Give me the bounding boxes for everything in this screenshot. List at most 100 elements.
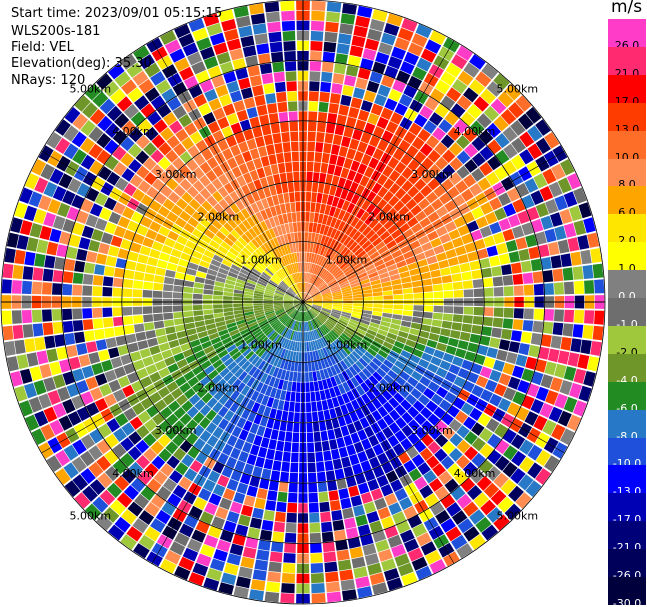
range-gate <box>295 202 301 212</box>
range-gate <box>329 283 339 289</box>
range-gate <box>310 274 316 284</box>
colorbar-segment <box>608 214 646 243</box>
range-gate <box>223 296 233 300</box>
range-gate <box>207 525 222 539</box>
range-gate <box>310 287 318 295</box>
range-gate <box>389 409 401 421</box>
range-gate <box>308 310 315 319</box>
range-gate <box>503 143 518 159</box>
range-gate <box>43 377 56 392</box>
range-gate <box>490 98 507 115</box>
range-gate <box>383 22 400 36</box>
range-gate <box>291 381 297 392</box>
range-gate <box>113 389 126 402</box>
range-gate <box>117 344 130 356</box>
range-gate <box>408 419 420 432</box>
range-gate <box>340 404 349 416</box>
range-gate <box>287 492 298 503</box>
range-gate <box>384 98 398 111</box>
range-gate <box>310 263 315 273</box>
range-gate <box>469 534 486 550</box>
range-gate <box>226 251 237 260</box>
range-gate <box>411 370 423 382</box>
range-gate <box>303 299 313 302</box>
range-gate <box>329 239 337 249</box>
range-gate <box>246 279 257 285</box>
range-gate <box>300 282 303 292</box>
range-gate <box>112 129 128 145</box>
range-gate <box>294 252 298 263</box>
range-gate <box>204 502 218 516</box>
range-gate <box>239 119 251 131</box>
range-gate <box>252 368 261 379</box>
range-gate <box>464 242 476 253</box>
range-gate <box>398 139 411 153</box>
range-gate <box>305 272 309 283</box>
range-gate <box>408 122 422 136</box>
range-gate <box>284 370 290 381</box>
range-gate <box>62 371 75 386</box>
range-gate <box>408 468 422 482</box>
range-gate <box>285 306 295 312</box>
range-gate <box>321 152 330 164</box>
range-gate <box>304 282 308 293</box>
range-gate <box>269 185 277 196</box>
range-gate <box>341 393 351 404</box>
range-gate <box>42 282 52 295</box>
range-gate <box>273 304 284 308</box>
range-gate <box>289 275 295 285</box>
range-gate <box>162 393 175 406</box>
range-gate <box>440 267 451 276</box>
range-gate <box>261 198 270 209</box>
range-gate <box>260 437 270 449</box>
range-gate <box>198 488 212 502</box>
range-gate <box>355 119 367 131</box>
range-gate <box>273 302 283 305</box>
range-gate <box>281 132 290 143</box>
range-gate <box>418 394 430 406</box>
range-gate <box>434 142 448 156</box>
range-gate <box>169 470 183 484</box>
range-gate <box>156 103 172 118</box>
range-gate <box>269 317 279 325</box>
range-label: 5.00km <box>70 83 112 96</box>
range-gate <box>145 265 157 274</box>
range-gate <box>383 304 393 309</box>
range-gate <box>348 485 360 497</box>
range-gate <box>339 334 349 343</box>
range-gate <box>493 232 505 245</box>
range-gate <box>381 32 397 46</box>
range-gate <box>262 324 271 333</box>
range-gate <box>299 302 303 311</box>
range-gate <box>127 446 142 461</box>
range-gate <box>554 225 567 241</box>
range-gate <box>306 321 310 332</box>
range-gate <box>342 309 352 314</box>
range-gate <box>193 288 204 294</box>
range-gate <box>321 270 329 279</box>
range-gate <box>174 57 190 72</box>
range-gate <box>327 429 336 440</box>
range-gate <box>397 27 414 42</box>
range-gate <box>363 90 377 103</box>
range-gate <box>68 234 81 248</box>
range-gate <box>250 579 266 591</box>
range-gate <box>221 126 234 139</box>
range-gate <box>519 439 534 455</box>
range-gate <box>379 325 390 332</box>
range-gate <box>217 474 230 488</box>
range-gate <box>329 408 337 419</box>
range-gate <box>192 250 203 260</box>
range-gate <box>397 562 414 577</box>
range-gate <box>270 319 279 326</box>
range-gate <box>335 539 348 551</box>
range-gate <box>78 354 91 367</box>
range-gate <box>320 235 327 245</box>
range-gate <box>327 317 337 325</box>
range-gate <box>279 359 286 369</box>
range-gate <box>128 461 144 477</box>
range-gate <box>426 255 438 265</box>
range-gate <box>328 490 339 501</box>
range-gate <box>391 345 403 355</box>
range-gate <box>372 126 385 139</box>
